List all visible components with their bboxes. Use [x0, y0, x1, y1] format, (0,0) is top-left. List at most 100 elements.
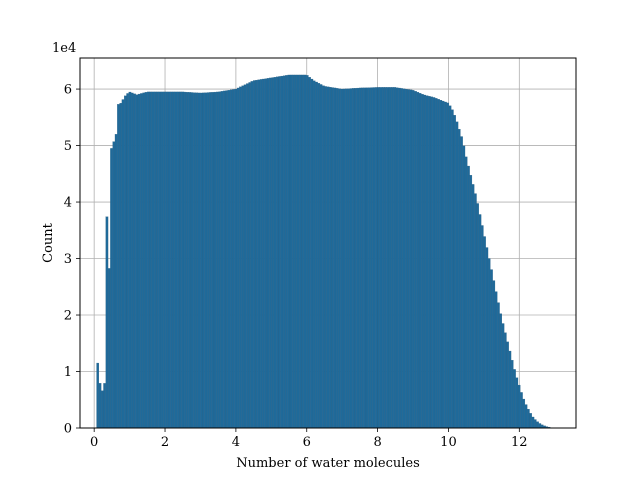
y-tick-label: 0 [64, 422, 72, 437]
histogram-bar [425, 95, 429, 429]
histogram-bar [506, 341, 509, 429]
histogram-bar [490, 269, 493, 429]
histogram-bar [144, 92, 148, 429]
histogram-bar [128, 91, 132, 429]
histogram-bar [294, 74, 298, 429]
histogram-bar [241, 85, 245, 429]
histogram-bar [372, 87, 376, 429]
histogram-bar [358, 87, 362, 429]
histogram-bar [305, 75, 309, 429]
histogram-bar [522, 398, 526, 429]
histogram-bar [216, 91, 219, 429]
histogram-bar [441, 100, 445, 429]
histogram-bar [177, 91, 180, 429]
y-axis-offset-label: 1e4 [52, 41, 76, 56]
histogram-bar [529, 413, 532, 429]
histogram-bar [315, 81, 318, 429]
histogram-bar [186, 92, 189, 429]
histogram-bar [405, 89, 408, 429]
histogram-bar [469, 175, 473, 429]
histogram-bar [451, 109, 454, 429]
histogram-bar [188, 92, 192, 429]
histogram-bar [269, 77, 272, 429]
histogram-bar [370, 87, 374, 429]
histogram-bar [147, 91, 150, 429]
histogram-bar [264, 78, 268, 429]
histogram-bar [253, 80, 256, 429]
histogram-bar [232, 89, 235, 429]
histogram-bar [536, 421, 539, 429]
histogram-bar [531, 416, 535, 429]
histogram-bar [476, 203, 479, 429]
histogram-bar [398, 87, 401, 429]
histogram-bar [361, 87, 364, 429]
histogram-bar [538, 423, 542, 429]
histogram-bar [218, 91, 222, 429]
histogram-bar [335, 88, 339, 429]
histogram-bar [114, 134, 118, 429]
histogram-bar [98, 383, 102, 429]
histogram-bar [246, 83, 249, 429]
histogram-bar [481, 225, 484, 429]
histogram-bar [236, 87, 240, 429]
histogram-bar [338, 88, 341, 429]
y-tick-label: 5 [64, 139, 72, 154]
histogram-bar [112, 141, 116, 429]
histogram-bar [227, 90, 231, 429]
histogram-bar [407, 89, 410, 429]
x-tick-label: 8 [373, 435, 381, 450]
histogram-bar [130, 92, 134, 429]
histogram-bar [301, 74, 304, 429]
x-tick-label: 6 [303, 435, 311, 450]
histogram-bar [287, 74, 291, 429]
histogram-bar [501, 323, 505, 429]
histogram-bar [363, 87, 367, 429]
x-axis: 0 2 4 6 8 10 12 [90, 428, 528, 450]
histogram-bar [206, 92, 210, 429]
histogram-bar [434, 98, 438, 429]
histogram-bar [204, 92, 208, 429]
histogram-bar [282, 75, 286, 429]
x-axis-label: Number of water molecules [236, 456, 420, 471]
histogram-bar [250, 81, 254, 429]
histogram-bar [280, 75, 284, 429]
histogram-bar [368, 87, 371, 429]
histogram-bar [416, 92, 420, 429]
histogram-bar [342, 88, 346, 429]
histogram-bar [347, 88, 351, 429]
histogram-bar [248, 82, 251, 429]
histogram-bar [142, 92, 146, 429]
histogram-bar [460, 136, 463, 429]
histogram-bar [195, 92, 199, 429]
histogram-bar [172, 91, 175, 429]
histogram-bar [165, 91, 169, 429]
histogram-bar [262, 78, 265, 429]
histogram-bar [140, 93, 143, 429]
histogram-bar [497, 302, 500, 429]
histogram-bar [167, 91, 171, 429]
histogram-bar [444, 101, 447, 429]
histogram-bar [239, 86, 242, 429]
histogram-bar [391, 87, 394, 429]
histogram-bar [183, 91, 187, 429]
histogram-bar [181, 91, 185, 429]
histogram-bar [471, 184, 475, 429]
histogram-bar [156, 91, 159, 429]
histogram-bar [319, 84, 323, 429]
histogram-bar [193, 92, 196, 429]
histogram-bar [329, 87, 332, 429]
histogram-bar [119, 103, 123, 429]
histogram-bar [179, 91, 182, 429]
y-axis: 0 1 2 3 4 5 6 [64, 83, 80, 437]
histogram-bar [105, 216, 109, 429]
histogram-bar [487, 258, 491, 429]
histogram-bar [310, 78, 314, 429]
histogram-bar [151, 91, 155, 429]
histogram-bar [432, 97, 436, 429]
histogram-bar [352, 88, 355, 429]
histogram-bar [494, 291, 498, 429]
histogram-bar [101, 390, 104, 429]
histogram-bar [276, 76, 279, 429]
y-tick-label: 6 [64, 83, 72, 98]
histogram-bar [158, 91, 162, 429]
